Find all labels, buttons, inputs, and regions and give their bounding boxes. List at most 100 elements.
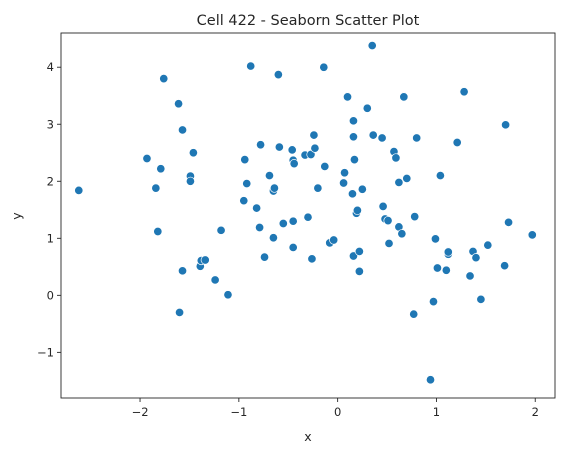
- data-point-31: [273, 70, 283, 80]
- data-point-11: [185, 176, 195, 186]
- data-point-36: [288, 216, 298, 226]
- data-point-17: [216, 225, 226, 235]
- data-point-65: [368, 130, 378, 140]
- data-point-55: [348, 132, 358, 142]
- data-point-77: [402, 173, 412, 183]
- data-point-66: [377, 133, 387, 143]
- data-point-82: [428, 297, 439, 307]
- data-point-6: [174, 99, 184, 109]
- data-point-35: [288, 242, 298, 252]
- data-point-80: [412, 133, 422, 143]
- data-point-38: [289, 159, 299, 169]
- data-point-75: [397, 229, 407, 239]
- data-point-2: [151, 183, 161, 193]
- data-point-46: [319, 62, 329, 72]
- data-point-9: [177, 125, 188, 135]
- x-tick-label: −2: [132, 405, 149, 419]
- data-point-23: [252, 203, 262, 213]
- y-tick-label: 0: [47, 288, 54, 302]
- x-tick-label: 1: [433, 405, 440, 419]
- plot-frame: [60, 32, 556, 399]
- data-point-72: [391, 153, 401, 163]
- data-point-60: [354, 246, 364, 256]
- data-point-69: [383, 216, 393, 226]
- data-point-91: [465, 271, 475, 281]
- data-point-19: [239, 196, 249, 206]
- data-point-93: [471, 253, 481, 263]
- data-point-98: [504, 217, 514, 227]
- data-point-25: [256, 140, 266, 150]
- data-point-70: [384, 238, 394, 248]
- data-point-16: [210, 275, 220, 285]
- data-point-90: [459, 87, 469, 97]
- data-point-89: [452, 137, 462, 148]
- data-point-18: [223, 290, 233, 300]
- data-point-7: [175, 307, 185, 317]
- data-point-79: [410, 212, 420, 222]
- x-tick-label: 0: [334, 405, 341, 419]
- data-point-52: [342, 92, 353, 102]
- data-point-63: [362, 103, 372, 113]
- data-point-21: [242, 179, 252, 189]
- data-point-30: [269, 183, 279, 193]
- data-point-0: [74, 185, 84, 195]
- y-tick-label: 3: [47, 117, 54, 131]
- data-point-15: [200, 255, 210, 265]
- data-point-49: [329, 235, 339, 245]
- data-point-99: [527, 230, 537, 240]
- data-point-74: [394, 177, 404, 187]
- data-point-86: [441, 265, 451, 275]
- data-point-81: [425, 375, 436, 385]
- points-layer: [74, 40, 537, 385]
- data-point-83: [430, 234, 440, 244]
- data-point-45: [313, 183, 323, 193]
- data-point-26: [259, 252, 270, 262]
- data-point-24: [255, 222, 265, 233]
- data-point-32: [274, 142, 284, 152]
- data-point-95: [483, 240, 493, 250]
- y-axis-ticks: −1 0 1 2 3 4: [37, 60, 61, 359]
- data-point-54: [348, 116, 358, 126]
- data-point-64: [367, 40, 377, 51]
- x-axis-ticks: −2 −1 0 1 2: [132, 398, 539, 419]
- data-point-22: [246, 61, 256, 71]
- data-point-84: [432, 263, 442, 273]
- data-point-59: [352, 205, 362, 215]
- data-point-3: [153, 226, 163, 237]
- data-point-88: [443, 247, 453, 257]
- y-axis-label: y: [9, 212, 24, 220]
- data-point-57: [349, 155, 359, 165]
- y-tick-label: 4: [47, 60, 54, 74]
- data-point-43: [309, 130, 319, 140]
- data-point-51: [340, 168, 350, 178]
- data-point-28: [268, 233, 278, 243]
- data-point-1: [142, 153, 152, 164]
- data-point-33: [278, 218, 288, 229]
- data-point-94: [476, 294, 486, 304]
- data-point-62: [357, 184, 367, 194]
- data-point-20: [240, 155, 250, 165]
- y-tick-label: 2: [47, 174, 54, 188]
- data-point-12: [188, 148, 198, 158]
- data-point-56: [348, 251, 358, 261]
- data-point-67: [378, 201, 388, 211]
- y-tick-label: 1: [47, 231, 54, 245]
- data-point-85: [435, 171, 445, 181]
- data-point-50: [339, 178, 349, 188]
- data-point-44: [310, 143, 320, 153]
- data-point-76: [399, 92, 409, 102]
- data-point-61: [354, 266, 364, 276]
- y-tick-label: −1: [37, 345, 54, 359]
- data-point-40: [303, 212, 313, 222]
- x-tick-label: −1: [230, 405, 247, 419]
- data-point-27: [264, 171, 275, 181]
- x-tick-label: 2: [532, 405, 539, 419]
- chart-title: Cell 422 - Seaborn Scatter Plot: [197, 13, 420, 29]
- data-point-8: [177, 266, 188, 276]
- data-point-5: [159, 74, 169, 84]
- data-point-53: [347, 189, 358, 199]
- data-point-4: [156, 164, 166, 174]
- data-point-96: [500, 261, 510, 271]
- data-point-78: [409, 309, 419, 319]
